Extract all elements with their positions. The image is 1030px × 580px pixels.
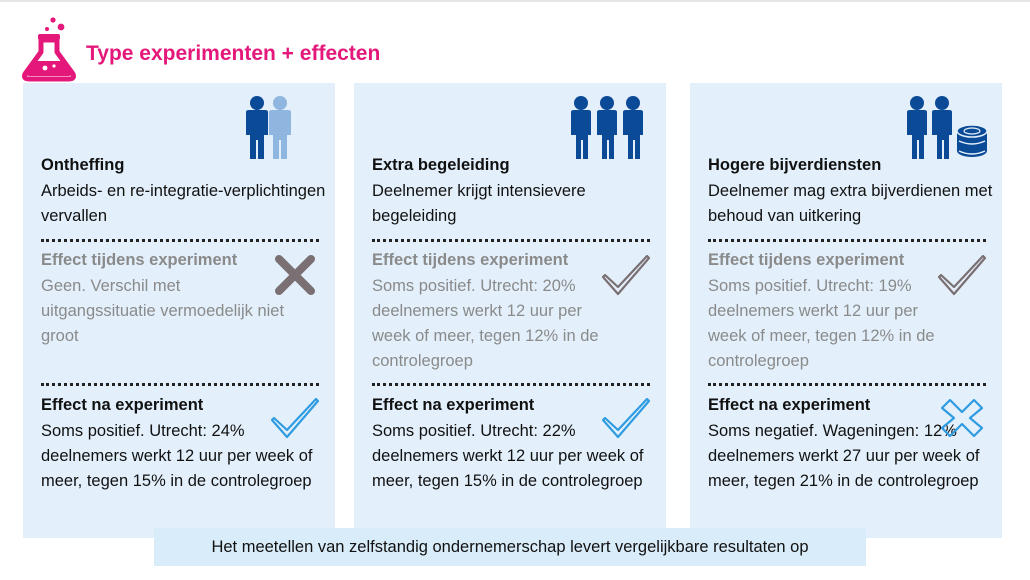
column-ontheffing: Ontheffing Arbeids- en re-integratie-ver… [23,83,335,538]
three-people-icon [571,96,643,159]
after-heading: Effect na experiment [708,396,871,414]
cross-outline-icon [940,398,984,438]
during-heading: Effect tijdens experiment [372,251,569,269]
check-icon [602,397,650,439]
after-text: Soms negatief. Wageningen: 12% deelnemer… [708,422,980,490]
after-text: Soms positief. Utrecht: 24% deelnemers w… [41,422,313,490]
top-divider [0,0,1030,2]
check-icon [271,397,319,439]
check-icon [938,254,986,296]
dotted-divider [372,383,650,386]
during-text: Geen. Verschil met uitgangssituatie verm… [41,277,285,345]
after-heading: Effect na experiment [41,396,204,414]
after-heading: Effect na experiment [372,396,535,414]
after-text: Soms positief. Utrecht: 22% deelnemers w… [372,422,644,490]
column-heading: Ontheffing [41,156,125,174]
during-heading: Effect tijdens experiment [708,251,905,269]
during-text: Soms positief. Utrecht: 20% deelnemers w… [372,277,599,370]
column-description: Deelnemer mag extra bijverdienen met beh… [708,182,993,225]
column-description: Arbeids- en re-integratie-verplichtingen… [41,182,326,225]
flask-icon [22,17,76,82]
dotted-divider [41,239,319,242]
footer-note: Het meetellen van zelfstandig ondernemer… [154,528,866,566]
page-title: Type experimenten + effecten [86,42,381,65]
cross-icon [275,255,315,295]
during-heading: Effect tijdens experiment [41,251,238,269]
column-heading: Extra begeleiding [372,156,510,174]
two-people-icon [246,96,291,159]
dotted-divider [708,383,986,386]
column-extra-begeleiding: Extra begeleiding Deelnemer krijgt inten… [354,83,666,538]
check-icon [602,254,650,296]
column-heading: Hogere bijverdiensten [708,156,882,174]
column-description: Deelnemer krijgt intensievere begeleidin… [372,182,586,225]
people-with-coins-icon [907,96,988,159]
during-text: Soms positief. Utrecht: 19% deelnemers w… [708,277,935,370]
dotted-divider [41,383,319,386]
dotted-divider [708,239,986,242]
column-hogere-bijverdiensten: Hogere bijverdiensten Deelnemer mag extr… [690,83,1002,538]
dotted-divider [372,239,650,242]
